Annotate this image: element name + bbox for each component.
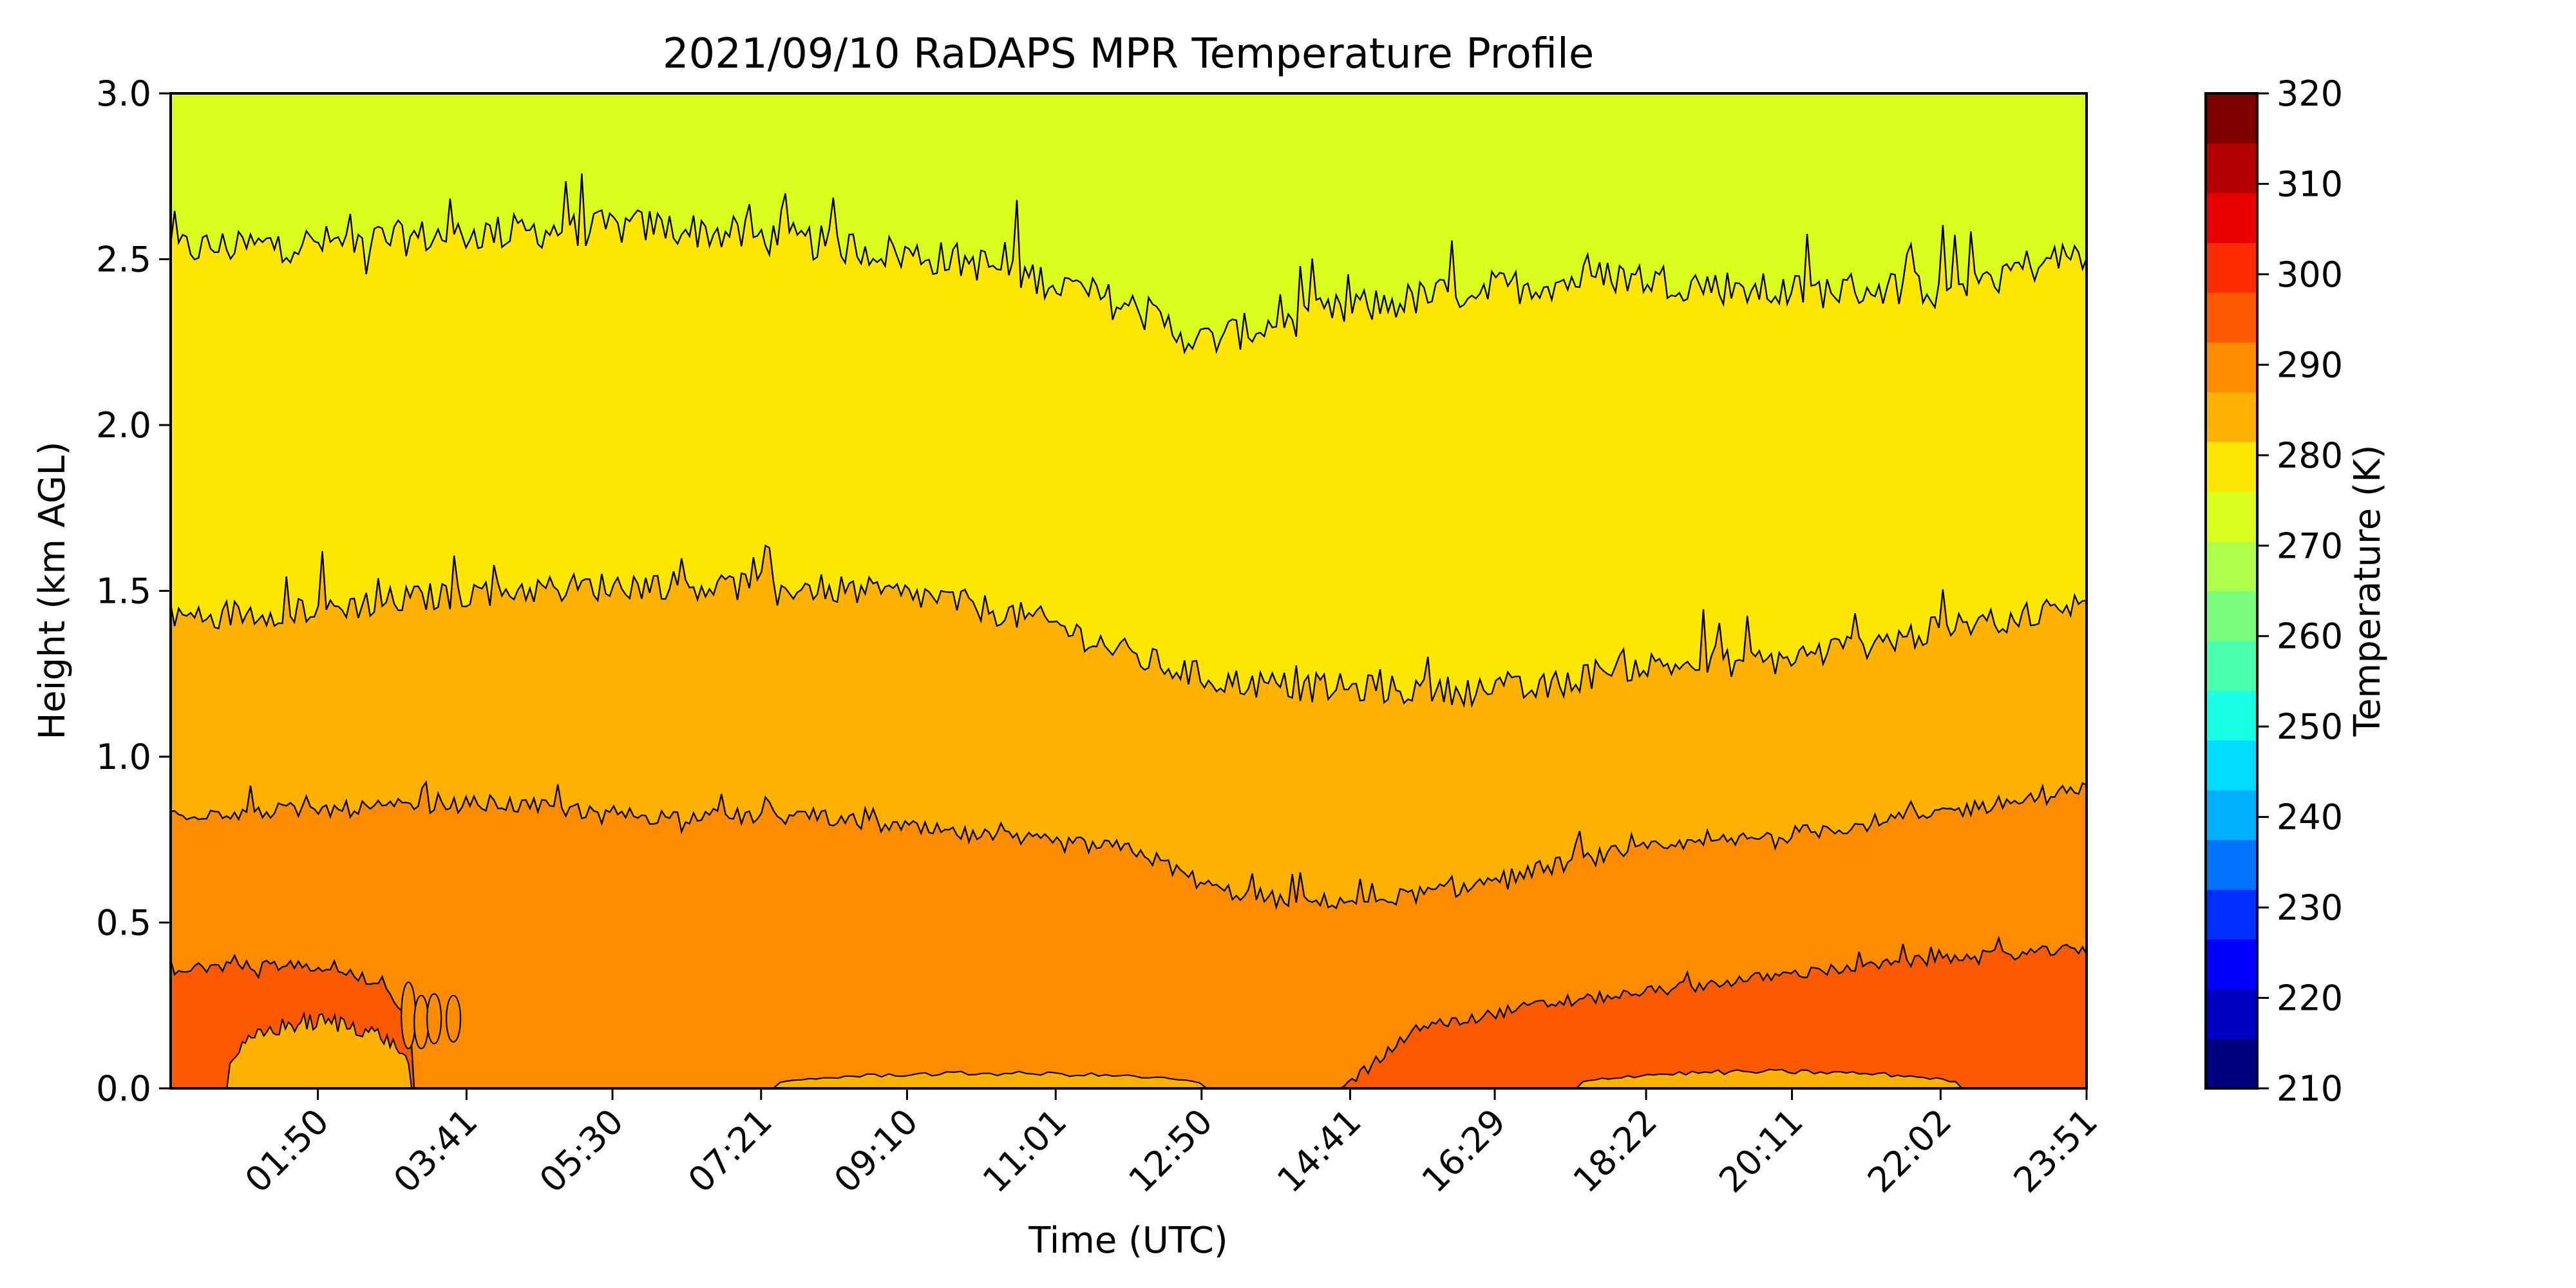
colorbar-tick-label: 260 — [2277, 616, 2343, 657]
y-tick-label: 2.0 — [96, 405, 151, 446]
y-axis-label: Height (km AGL) — [32, 441, 73, 739]
colorbar-tick-label: 210 — [2277, 1068, 2343, 1109]
band-300-305-evening — [1575, 1068, 1964, 1088]
y-tick-label: 0.5 — [96, 903, 151, 943]
x-tick-label: 22:02 — [1860, 1101, 1960, 1201]
colorbar-segment — [2206, 292, 2257, 343]
colorbar-segment — [2206, 740, 2257, 791]
x-axis-ticks: 01:50 03:41 05:30 07:21 09:10 11:01 12:50 14:41… — [237, 1088, 2105, 1200]
x-tick-label: 09:10 — [826, 1101, 926, 1201]
band-300-305-midday — [772, 1070, 1208, 1088]
y-tick-label: 3.0 — [96, 73, 151, 114]
contour-bubble-2 — [413, 994, 430, 1050]
colorbar-segment — [2206, 989, 2257, 1039]
colorbar-tick-label: 230 — [2277, 887, 2343, 928]
isotherm-295 — [171, 935, 2087, 1088]
y-axis-ticks: 0.0 0.5 1.0 1.5 2.0 2.5 3.0 — [96, 73, 171, 1109]
x-tick-label: 20:11 — [1711, 1101, 1811, 1201]
contour-bubble-4 — [445, 994, 462, 1043]
colorbar-segment — [2206, 790, 2257, 840]
plot-area — [171, 93, 2087, 1088]
colorbar-segment — [2206, 690, 2257, 741]
x-axis-label: Time (UTC) — [1028, 1220, 1228, 1262]
colorbar-segment — [2206, 939, 2257, 990]
y-tick-label: 0.0 — [96, 1068, 151, 1109]
colorbar-segment — [2206, 839, 2257, 890]
x-tick-label: 23:51 — [2006, 1101, 2106, 1201]
colorbar — [2206, 93, 2257, 1089]
colorbar-tick-label: 270 — [2277, 526, 2343, 566]
colorbar-tick-label: 320 — [2277, 73, 2343, 114]
isotherm-285 — [171, 544, 2087, 708]
x-tick-label: 05:30 — [532, 1101, 632, 1201]
x-tick-label: 14:41 — [1269, 1101, 1369, 1201]
contour-lines — [171, 173, 2087, 1088]
colorbar-frame — [2204, 92, 2259, 1090]
colorbar-ticks: 210 220 230 240 250 260 270 280 290 300 310 320 — [2257, 73, 2343, 1109]
colorbar-segment — [2206, 143, 2257, 194]
colorbar-tick-label: 280 — [2277, 435, 2343, 476]
colorbar-tick-label: 240 — [2277, 797, 2343, 838]
colorbar-segment — [2206, 193, 2257, 243]
contour-bubble-1 — [401, 981, 417, 1050]
colorbar-label: Temperature (K) — [2347, 445, 2389, 737]
y-tick-label: 1.5 — [96, 571, 151, 612]
colorbar-segment — [2206, 640, 2257, 691]
x-tick-label: 07:21 — [680, 1101, 780, 1201]
colorbar-segment — [2206, 441, 2257, 492]
y-tick-label: 1.0 — [96, 737, 151, 777]
x-tick-label: 11:01 — [975, 1101, 1075, 1201]
colorbar-segment — [2206, 591, 2257, 641]
colorbar-tick-label: 250 — [2277, 706, 2343, 747]
colorbar-segment — [2206, 1038, 2257, 1089]
colorbar-segment — [2206, 392, 2257, 442]
x-tick-label: 16:29 — [1414, 1101, 1514, 1201]
contour-bubbles — [401, 981, 462, 1050]
chart-title: 2021/09/10 RaDAPS MPR Temperature Profil… — [663, 30, 1594, 78]
colorbar-tick-label: 300 — [2277, 254, 2343, 295]
colorbar-segment — [2206, 541, 2257, 592]
contour-bubble-3 — [426, 993, 442, 1045]
colorbar-segment — [2206, 342, 2257, 393]
x-tick-label: 01:50 — [237, 1101, 337, 1201]
x-tick-label: 03:41 — [386, 1101, 486, 1201]
band-295-300 — [171, 938, 2087, 1088]
contour-bands — [171, 93, 2087, 1088]
colorbar-segment — [2206, 889, 2257, 940]
y-tick-label: 2.5 — [96, 240, 151, 280]
colorbar-segment — [2206, 93, 2257, 144]
x-tick-label: 18:22 — [1566, 1101, 1665, 1201]
colorbar-tick-label: 220 — [2277, 978, 2343, 1019]
colorbar-tick-label: 310 — [2277, 164, 2343, 204]
isotherm-280 — [171, 173, 2087, 355]
band-300-305-early — [226, 1011, 413, 1088]
colorbar-segment — [2206, 242, 2257, 293]
x-tick-label: 12:50 — [1121, 1101, 1220, 1201]
isotherm-290 — [171, 780, 2087, 910]
colorbar-segment — [2206, 491, 2257, 542]
colorbar-tick-label: 290 — [2277, 345, 2343, 385]
